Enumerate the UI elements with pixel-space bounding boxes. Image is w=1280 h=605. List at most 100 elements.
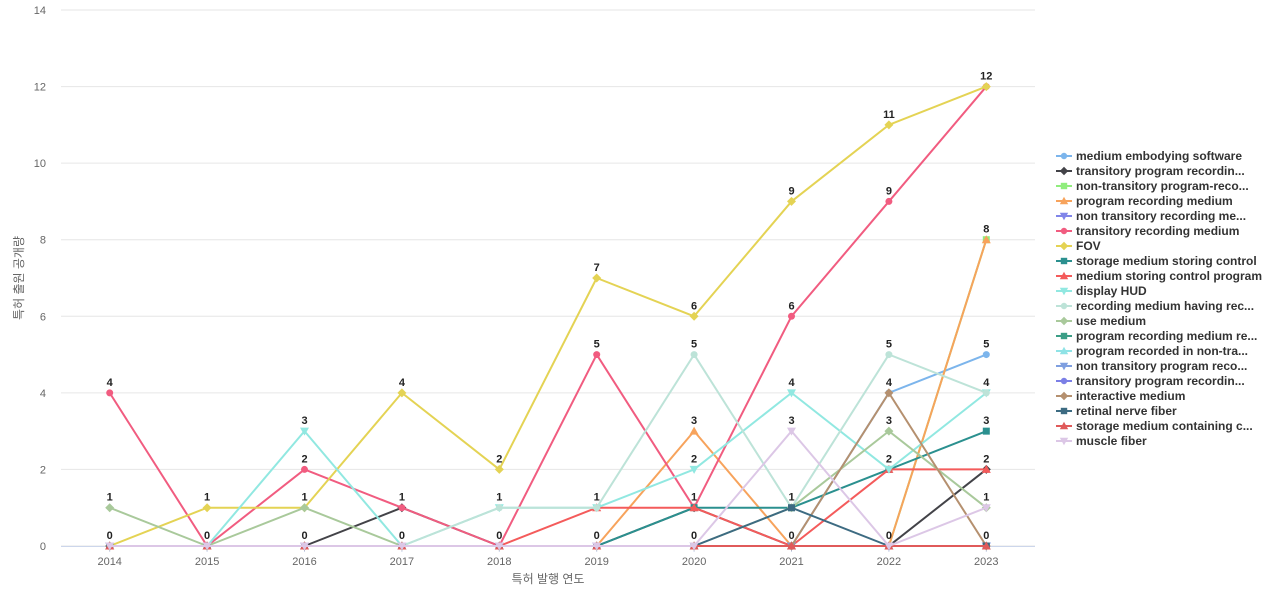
data-point (398, 504, 406, 512)
data-point (981, 541, 991, 550)
legend-marker (1059, 391, 1069, 401)
data-point (689, 542, 699, 551)
data-point (495, 504, 503, 512)
legend-marker (1060, 332, 1068, 340)
data-point (300, 427, 309, 436)
data-point (300, 542, 309, 551)
data-label: 4 (886, 377, 893, 389)
legend-marker (1059, 271, 1069, 280)
legend-label: transitory recording medium (1076, 224, 1239, 238)
data-label: 0 (399, 530, 405, 542)
legend-item[interactable]: non-transitory program-reco... (1056, 179, 1249, 193)
legend-item[interactable]: storage medium storing control (1056, 254, 1257, 268)
x-tick-label: 2014 (97, 556, 121, 568)
y-tick-label: 2 (40, 464, 46, 476)
data-point (593, 351, 601, 359)
data-label: 1 (983, 492, 989, 504)
legend-item[interactable]: use medium (1056, 314, 1146, 328)
data-label: 0 (594, 530, 600, 542)
data-point (593, 504, 601, 512)
data-point (787, 196, 796, 206)
data-point (884, 542, 894, 551)
data-label: 12 (980, 71, 992, 83)
data-point (982, 427, 990, 435)
data-point (981, 82, 991, 92)
data-label: 5 (594, 339, 600, 351)
data-point (494, 542, 504, 551)
y-tick-label: 14 (34, 5, 46, 17)
data-point (981, 464, 991, 473)
y-axis-title: 특허 출원 공개량 (12, 236, 26, 320)
data-label: 0 (691, 530, 697, 542)
data-label: 1 (399, 492, 405, 504)
data-label: 2 (691, 453, 697, 465)
legend-label: transitory program recordin... (1076, 164, 1245, 178)
legend-marker (1059, 316, 1069, 326)
legend-label: muscle fiber (1076, 434, 1147, 448)
legend-item[interactable]: medium storing control program (1056, 269, 1262, 283)
legend-item[interactable]: storage medium containing c... (1056, 419, 1253, 433)
data-label: 7 (594, 262, 600, 274)
data-point (982, 389, 990, 397)
legend-label: display HUD (1076, 284, 1147, 298)
x-tick-label: 2017 (390, 556, 414, 568)
data-label: 11 (883, 109, 895, 121)
data-point (885, 197, 893, 205)
legend-item[interactable]: non transitory program reco... (1056, 359, 1247, 373)
data-label: 2 (886, 453, 892, 465)
data-point (787, 427, 796, 436)
legend-label: non-transitory program-reco... (1076, 179, 1249, 193)
legend-marker (1060, 152, 1068, 160)
data-label: 1 (107, 492, 113, 504)
data-label: 0 (107, 530, 113, 542)
legend-item[interactable]: program recording medium (1056, 194, 1233, 208)
legend-marker (1059, 212, 1069, 221)
legend-label: program recording medium re... (1076, 329, 1257, 343)
data-label: 4 (399, 377, 406, 389)
legend-item[interactable]: non transitory recording me... (1056, 209, 1246, 223)
data-label: 3 (691, 415, 697, 427)
data-label: 1 (496, 492, 502, 504)
legend-item[interactable]: transitory program recordin... (1056, 374, 1245, 388)
legend-label: non transitory program reco... (1076, 359, 1247, 373)
data-label: 5 (886, 339, 892, 351)
data-point (981, 504, 991, 513)
legend-marker (1060, 302, 1068, 310)
data-label: 3 (301, 415, 307, 427)
legend-item[interactable]: FOV (1056, 239, 1101, 253)
x-tick-label: 2018 (487, 556, 511, 568)
legend-item[interactable]: retinal nerve fiber (1056, 404, 1177, 418)
legend-marker (1060, 182, 1068, 190)
y-tick-label: 6 (40, 311, 46, 323)
legend-item[interactable]: recording medium having rec... (1056, 299, 1254, 313)
legend-marker (1059, 362, 1069, 371)
legend-marker (1060, 257, 1068, 265)
data-label: 0 (788, 530, 794, 542)
legend-item[interactable]: display HUD (1056, 284, 1147, 298)
legend-marker (1059, 287, 1069, 296)
legend-label: use medium (1076, 314, 1146, 328)
x-tick-label: 2015 (195, 556, 219, 568)
legend-item[interactable]: program recording medium re... (1056, 329, 1257, 343)
data-label: 3 (983, 415, 989, 427)
legend-item[interactable]: muscle fiber (1056, 434, 1147, 448)
data-label: 4 (983, 377, 990, 389)
legend-marker (1059, 346, 1069, 355)
legend-item[interactable]: program recorded in non-tra... (1056, 344, 1248, 358)
legend-marker (1059, 241, 1069, 251)
data-label: 0 (204, 530, 210, 542)
data-point (397, 388, 407, 398)
data-label: 1 (204, 492, 210, 504)
data-point (884, 120, 894, 130)
legend-item[interactable]: transitory program recordin... (1056, 164, 1245, 178)
legend-item[interactable]: interactive medium (1056, 389, 1185, 403)
legend-marker (1060, 227, 1068, 235)
legend-item[interactable]: medium embodying software (1056, 149, 1242, 163)
data-point (105, 503, 115, 513)
legend-label: retinal nerve fiber (1076, 404, 1177, 418)
legend-item[interactable]: transitory recording medium (1056, 224, 1239, 238)
x-tick-label: 2020 (682, 556, 706, 568)
